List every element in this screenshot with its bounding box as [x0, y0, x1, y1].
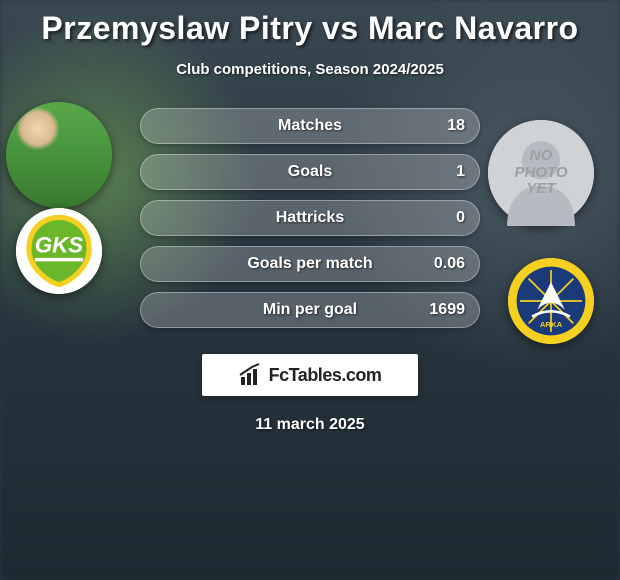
stat-rows: Matches 18 Goals 1 Hattricks 0 Goals per…: [140, 108, 480, 338]
player-right-avatar: NO PHOTO YET: [488, 120, 594, 226]
stats-area: GKS NO PHOTO YET: [0, 102, 620, 342]
no-photo-line: YET: [514, 181, 567, 198]
stat-label: Goals per match: [247, 255, 372, 273]
content-root: Przemyslaw Pitry vs Marc Navarro Club co…: [0, 0, 620, 580]
stat-row-hattricks: Hattricks 0: [140, 200, 480, 236]
stat-label: Goals: [288, 163, 332, 181]
arka-logo-icon: ARKA: [508, 258, 594, 344]
branding-text: FcTables.com: [269, 365, 382, 386]
subtitle: Club competitions, Season 2024/2025: [0, 61, 620, 78]
stat-right-value: 0.06: [434, 255, 465, 273]
no-photo-label: NO PHOTO YET: [514, 148, 567, 198]
bar-chart-icon: [239, 363, 263, 387]
club-right-badge: ARKA: [508, 258, 594, 344]
stat-row-goals: Goals 1: [140, 154, 480, 190]
player-left-avatar: [6, 102, 112, 208]
page-title: Przemyslaw Pitry vs Marc Navarro: [0, 0, 620, 47]
club-left-badge: GKS: [16, 208, 102, 294]
stat-label: Hattricks: [276, 209, 344, 227]
svg-text:GKS: GKS: [35, 233, 84, 258]
stat-right-value: 1699: [429, 301, 465, 319]
branding-badge: FcTables.com: [202, 354, 418, 396]
date-label: 11 march 2025: [0, 416, 620, 434]
stat-right-value: 1: [456, 163, 465, 181]
stat-row-matches: Matches 18: [140, 108, 480, 144]
stat-label: Min per goal: [263, 301, 357, 319]
gks-logo-icon: GKS: [16, 208, 102, 294]
stat-row-goals-per-match: Goals per match 0.06: [140, 246, 480, 282]
stat-row-min-per-goal: Min per goal 1699: [140, 292, 480, 328]
stat-right-value: 18: [447, 117, 465, 135]
no-photo-line: NO: [514, 148, 567, 165]
svg-text:ARKA: ARKA: [540, 320, 563, 329]
stat-right-value: 0: [456, 209, 465, 227]
no-photo-line: PHOTO: [514, 165, 567, 182]
stat-label: Matches: [278, 117, 342, 135]
